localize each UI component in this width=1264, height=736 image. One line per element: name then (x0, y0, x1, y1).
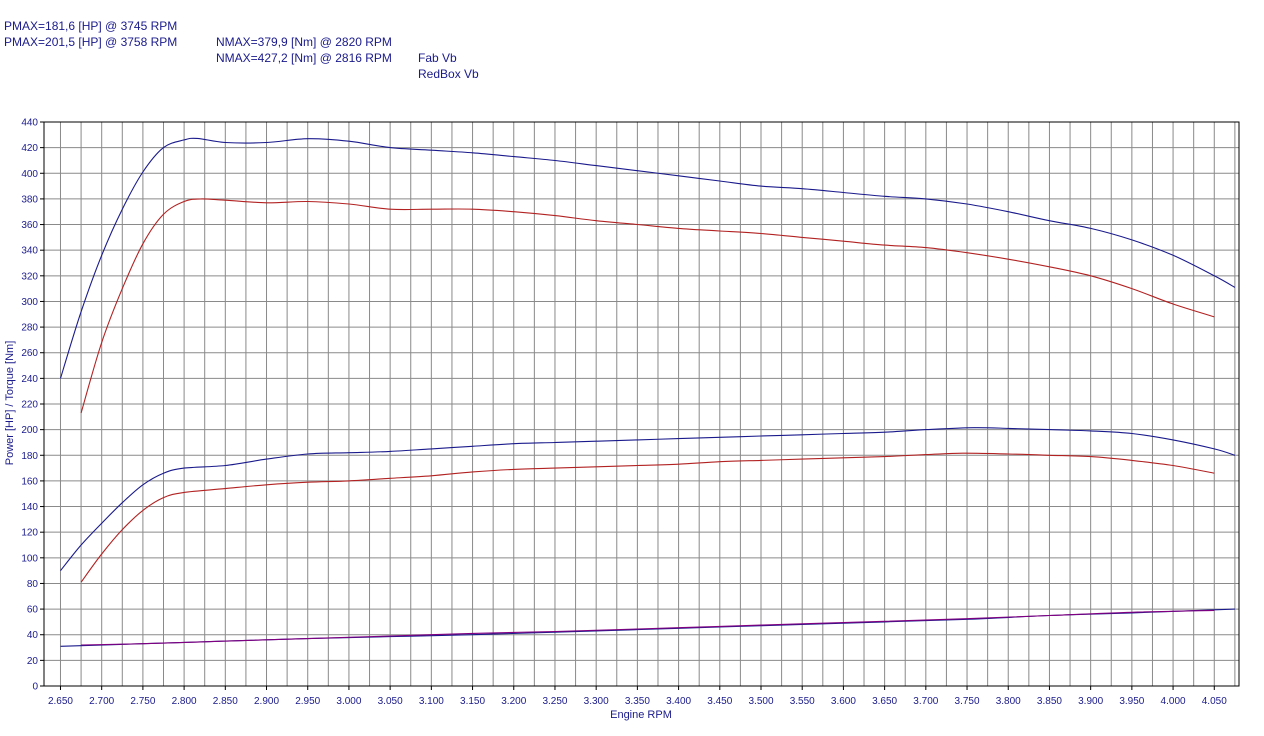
legend-row-2: PMAX=201,5 [HP] @ 3758 RPM NMAX=427,2 [N… (4, 18, 479, 82)
y-tick-label: 360 (21, 220, 38, 231)
x-tick-label: 3.850 (1037, 696, 1062, 707)
x-tick-label: 3.350 (625, 696, 650, 707)
x-tick-label: 4.050 (1202, 696, 1227, 707)
y-tick-label: 160 (21, 476, 38, 487)
series-line-fab-power (80, 452, 1215, 583)
x-tick-label: 3.450 (707, 696, 732, 707)
y-tick-label: 400 (21, 169, 38, 180)
x-tick-label: 2.650 (48, 696, 73, 707)
legend-name-1: Fab Vb (418, 51, 457, 65)
x-tick-label: 3.950 (1119, 696, 1144, 707)
x-tick-label: 3.050 (378, 696, 403, 707)
x-tick-label: 3.700 (913, 696, 938, 707)
x-tick-label: 3.500 (748, 696, 773, 707)
grid (44, 121, 1239, 687)
y-tick-label: 140 (21, 502, 38, 513)
y-tick-label: 260 (21, 348, 38, 359)
y-tick-label: 200 (21, 425, 38, 436)
legend-pmax-1: PMAX=181,6 [HP] @ 3745 RPM (4, 19, 178, 33)
x-tick-label: 2.750 (130, 696, 155, 707)
y-tick-label: 100 (21, 553, 38, 564)
y-tick-label: 220 (21, 400, 38, 411)
y-tick-label: 20 (27, 656, 39, 667)
x-tick-label: 2.950 (295, 696, 320, 707)
y-axis-label: Power [HP] / Torque [Nm] (4, 341, 16, 466)
x-tick-label: 3.900 (1078, 696, 1103, 707)
x-tick-label: 3.000 (336, 696, 361, 707)
x-tick-label: 3.250 (542, 696, 567, 707)
y-tick-label: 60 (27, 605, 39, 616)
x-tick-label: 4.000 (1161, 696, 1186, 707)
series-line-redbox-torque (59, 137, 1236, 379)
y-tick-label: 180 (21, 451, 38, 462)
x-tick-label: 2.900 (254, 696, 279, 707)
y-tick-label: 240 (21, 374, 38, 385)
series-line-redbox-power (60, 427, 1236, 571)
y-tick-label: 300 (21, 297, 38, 308)
legend-nmax-1: NMAX=379,9 [Nm] @ 2820 RPM (216, 35, 392, 49)
x-tick-label: 3.800 (996, 696, 1021, 707)
series-lines (59, 137, 1236, 647)
x-tick-label: 3.400 (666, 696, 691, 707)
series-line-fab-torque (80, 198, 1215, 414)
y-tick-label: 440 (21, 118, 38, 129)
x-tick-label: 3.550 (790, 696, 815, 707)
y-tick-label: 0 (32, 682, 38, 693)
y-tick-label: 280 (21, 323, 38, 334)
x-tick-label: 2.700 (89, 696, 114, 707)
y-tick-labels: 0 20 40 60 80 100 120 140 160 180 200 220 240 260 280 3… (21, 118, 44, 693)
legend-row-1: PMAX=181,6 [HP] @ 3745 RPM NMAX=379,9 [N… (4, 2, 457, 66)
x-tick-label: 2.850 (213, 696, 238, 707)
legend-name-2: RedBox Vb (418, 67, 479, 81)
x-tick-label: 3.300 (584, 696, 609, 707)
x-tick-labels: 2.650 2.700 2.750 2.800 2.850 2.900 2.950 3.000… (48, 686, 1227, 707)
series-line-loss-fab (81, 609, 1215, 646)
x-tick-label: 3.600 (831, 696, 856, 707)
y-tick-label: 120 (21, 528, 38, 539)
y-tick-label: 380 (21, 194, 38, 205)
x-tick-label: 3.650 (872, 696, 897, 707)
y-tick-label: 340 (21, 246, 38, 257)
y-tick-label: 320 (21, 271, 38, 282)
x-tick-label: 3.150 (460, 696, 485, 707)
x-axis-label: Engine RPM (610, 709, 672, 721)
y-tick-label: 420 (21, 143, 38, 154)
legend-pmax-2: PMAX=201,5 [HP] @ 3758 RPM (4, 35, 178, 49)
x-tick-label: 3.200 (501, 696, 526, 707)
y-tick-label: 40 (27, 630, 39, 641)
x-tick-label: 3.100 (419, 696, 444, 707)
x-tick-label: 2.800 (172, 696, 197, 707)
x-tick-label: 3.750 (955, 696, 980, 707)
legend-nmax-2: NMAX=427,2 [Nm] @ 2816 RPM (216, 51, 392, 65)
y-tick-label: 80 (27, 579, 39, 590)
